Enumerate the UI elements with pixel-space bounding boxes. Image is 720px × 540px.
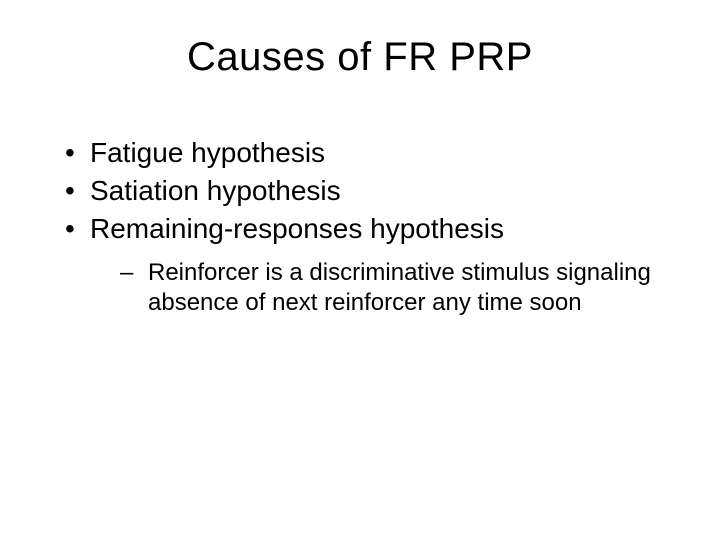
bullet-list: Fatigue hypothesis Satiation hypothesis … (50, 135, 670, 318)
bullet-item: Satiation hypothesis (60, 173, 670, 208)
bullet-item: Remaining-responses hypothesis Reinforce… (60, 211, 670, 318)
bullet-item: Fatigue hypothesis (60, 135, 670, 170)
bullet-text: Fatigue hypothesis (90, 137, 325, 168)
sub-bullet-list: Reinforcer is a discriminative stimulus … (90, 258, 670, 318)
sub-bullet-item: Reinforcer is a discriminative stimulus … (120, 258, 660, 318)
slide-container: Causes of FR PRP Fatigue hypothesis Sati… (0, 0, 720, 540)
bullet-text: Remaining-responses hypothesis (90, 213, 504, 244)
sub-bullet-text: Reinforcer is a discriminative stimulus … (148, 259, 651, 316)
slide-title: Causes of FR PRP (50, 35, 670, 80)
bullet-text: Satiation hypothesis (90, 175, 341, 206)
